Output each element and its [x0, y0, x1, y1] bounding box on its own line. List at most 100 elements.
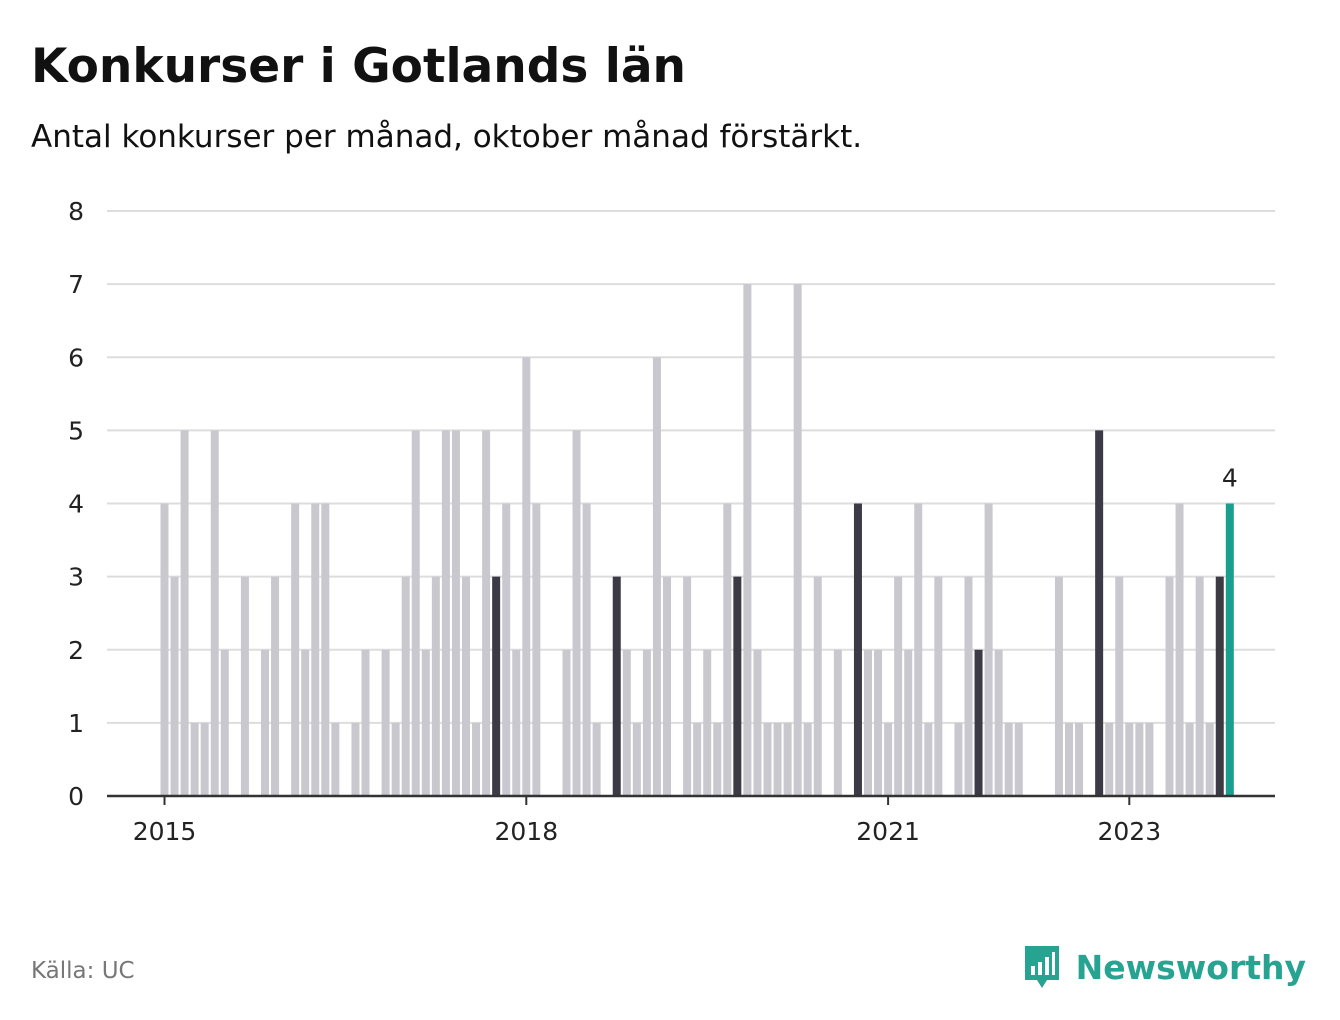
brand-logo-block: Newsworthy	[1022, 942, 1306, 992]
bar	[954, 722, 963, 796]
bar	[1145, 722, 1154, 796]
bar	[612, 576, 621, 796]
bar	[472, 722, 481, 796]
bar	[984, 503, 993, 796]
bar	[1205, 722, 1214, 796]
bar	[914, 503, 923, 796]
bar	[904, 649, 913, 796]
bar	[1075, 722, 1084, 796]
bar	[884, 722, 893, 796]
bar	[1054, 576, 1063, 796]
bar	[411, 430, 420, 796]
bar	[934, 576, 943, 796]
bar	[1195, 576, 1204, 796]
bar	[441, 430, 450, 796]
bar	[1115, 576, 1124, 796]
y-tick-label: 4	[68, 490, 84, 519]
bar	[160, 503, 169, 796]
y-tick-label: 7	[68, 270, 84, 299]
bar	[180, 430, 189, 796]
bar	[462, 576, 470, 796]
bar	[1165, 576, 1174, 796]
bar	[1225, 503, 1234, 796]
source-note: Källa: UC	[31, 958, 135, 984]
bar	[240, 576, 249, 796]
y-tick-label: 8	[68, 197, 84, 226]
bar	[853, 503, 862, 796]
bar	[753, 649, 762, 796]
bar	[170, 576, 179, 796]
bar	[562, 649, 571, 796]
bar	[652, 357, 661, 796]
bar	[271, 576, 280, 796]
bar-chart: 0 1 2 3 4 5 6 7 8 2015 2018 2021 2023 4	[68, 197, 1275, 846]
bar	[733, 576, 742, 796]
bar	[1215, 576, 1224, 796]
bar	[703, 649, 712, 796]
bar	[642, 649, 651, 796]
y-tick-label: 3	[68, 563, 84, 592]
bar	[331, 722, 340, 796]
bar	[964, 576, 973, 796]
bar	[431, 576, 440, 796]
bar	[1185, 722, 1194, 796]
bar	[502, 503, 511, 796]
bar	[683, 576, 692, 796]
bar	[261, 649, 269, 796]
bar	[974, 649, 983, 796]
newsworthy-logo-icon	[1024, 946, 1059, 988]
chart-subtitle: Antal konkurser per månad, oktober månad…	[31, 119, 863, 155]
bar	[763, 722, 772, 796]
bar	[381, 649, 390, 796]
bar	[522, 357, 531, 796]
bar	[451, 430, 460, 796]
bar	[663, 576, 671, 796]
bar	[361, 649, 370, 796]
y-tick-label: 5	[68, 416, 84, 445]
bar	[723, 503, 732, 796]
bar	[482, 430, 491, 796]
bar	[321, 503, 330, 796]
bar	[813, 576, 822, 796]
chart-title: Konkurser i Gotlands län	[31, 39, 686, 94]
bar	[783, 722, 792, 796]
bar	[924, 722, 933, 796]
bar	[1125, 722, 1134, 796]
bar	[572, 430, 581, 796]
bar	[582, 503, 591, 796]
y-tick-label: 2	[68, 636, 84, 665]
bar	[1135, 722, 1144, 796]
bar	[833, 649, 842, 796]
bar	[592, 722, 601, 796]
bar	[864, 649, 872, 796]
bar	[1065, 722, 1073, 796]
bar	[401, 576, 410, 796]
bar	[190, 722, 199, 796]
bar	[421, 649, 430, 796]
bar	[1004, 722, 1013, 796]
bar	[391, 722, 400, 796]
bar	[894, 576, 903, 796]
bar	[532, 503, 541, 796]
x-axis-ticks: 2015 2018 2021 2023	[133, 796, 1161, 846]
y-tick-label: 0	[68, 782, 84, 811]
bar	[1095, 430, 1104, 796]
bar	[1014, 722, 1023, 796]
y-axis-labels: 0 1 2 3 4 5 6 7 8	[68, 197, 84, 811]
bar	[713, 722, 722, 796]
bar	[200, 722, 209, 796]
brand-name: Newsworthy	[1075, 947, 1306, 987]
x-tick-label: 2018	[494, 817, 558, 846]
bar	[803, 722, 812, 796]
bar	[1175, 503, 1184, 796]
bar	[1105, 722, 1114, 796]
y-tick-label: 1	[68, 709, 84, 738]
bar	[793, 284, 802, 796]
bars	[160, 284, 1234, 796]
x-tick-label: 2015	[133, 817, 197, 846]
latest-value-label: 4	[1222, 464, 1238, 493]
bar	[492, 576, 501, 796]
bar	[622, 649, 631, 796]
bar	[512, 649, 521, 796]
x-tick-label: 2021	[856, 817, 920, 846]
